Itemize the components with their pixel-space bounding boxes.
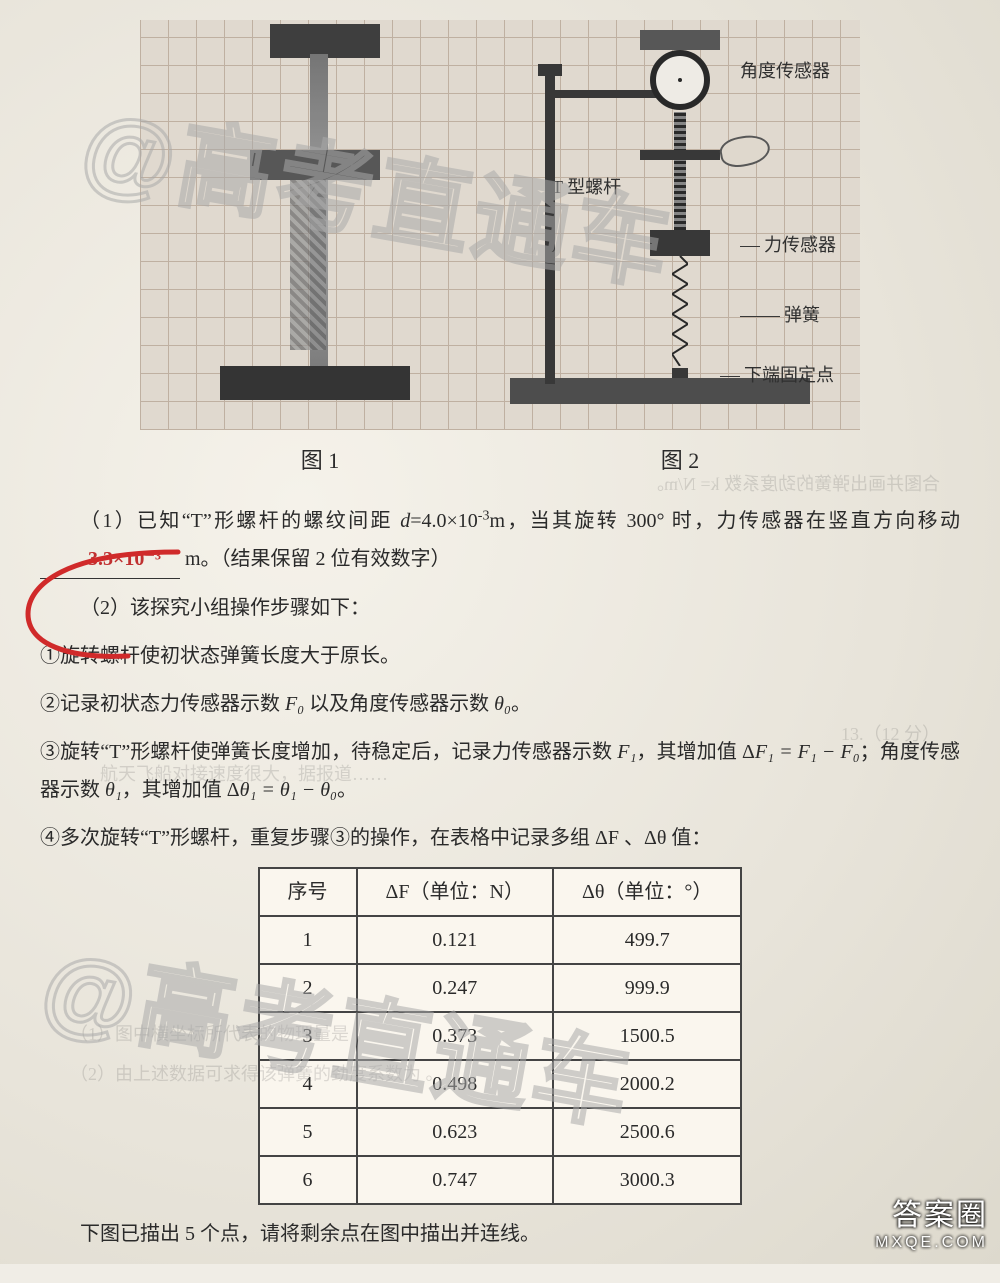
q1-prefix: （1）已知“T”形螺杆的螺纹间距 xyxy=(80,510,400,532)
step3-b: ，其增加值 Δ xyxy=(636,741,754,763)
callout-spring: 弹簧 xyxy=(740,298,820,332)
clamp-mid xyxy=(250,150,380,180)
callout-t-screw: T 型螺杆 xyxy=(552,170,621,204)
q1-d-exp: -3 xyxy=(478,508,490,523)
stand-rod-2 xyxy=(545,64,555,384)
callout-force-sensor: 力传感器 xyxy=(740,228,836,262)
figure-2-schematic: 角度传感器 T 型螺杆 力传感器 弹簧 下端固定点 xyxy=(490,30,830,410)
q1-d-tail: m，当其旋转 300° 时，力传感器在竖直方向移动 xyxy=(489,510,960,532)
step3-eqT: θ₁ = θ₁ − θ₀ xyxy=(240,779,337,801)
step2-c: 。 xyxy=(511,693,531,715)
callout-anchor: 下端固定点 xyxy=(720,358,834,392)
step3-F1: F₁ xyxy=(617,741,636,763)
base-plate xyxy=(220,366,410,400)
step2-a: ②记录初状态力传感器示数 xyxy=(40,693,285,715)
table-row: 40.4982000.2 xyxy=(259,1060,742,1108)
table-row: 20.247999.9 xyxy=(259,964,742,1012)
col-dTheta: Δθ（单位：°） xyxy=(553,868,741,916)
angle-sensor-icon xyxy=(650,50,710,110)
weight-hanger xyxy=(290,180,326,350)
question-1: （1）已知“T”形螺杆的螺纹间距 d=4.0×10-3m，当其旋转 300° 时… xyxy=(40,502,960,579)
step2-th0: θ₀ xyxy=(494,693,511,715)
page-content: 角度传感器 T 型螺杆 力传感器 弹簧 下端固定点 图 1 图 2 （1）已知“… xyxy=(0,0,1000,1283)
footer-instruction: 下图已描出 5 个点，请将剩余点在图中描出并连线。 xyxy=(40,1215,960,1253)
table-header-row: 序号 ΔF（单位：N） Δθ（单位：°） xyxy=(259,868,742,916)
step-3: ③旋转“T”形螺杆使弹簧长度增加，待稳定后，记录力传感器示数 F₁，其增加值 Δ… xyxy=(40,733,960,809)
brand-url: MXQE.COM xyxy=(875,1234,988,1252)
step2-F0: F₀ xyxy=(285,693,304,715)
spring-icon xyxy=(672,256,688,366)
q1-answer-blank[interactable]: 3.3×10⁻³ xyxy=(40,540,180,579)
step-2: ②记录初状态力传感器示数 F₀ 以及角度传感器示数 θ₀。 xyxy=(40,685,960,723)
figure-1-photo xyxy=(180,20,420,410)
step3-eqF: F₁ = F₁ − F₀ xyxy=(755,741,860,763)
step-1: ①旋转螺杆使初状态弹簧长度大于原长。 xyxy=(40,637,960,675)
table-row: 50.6232500.6 xyxy=(259,1108,742,1156)
force-sensor-block xyxy=(650,230,710,256)
table-row: 60.7473000.3 xyxy=(259,1156,742,1204)
spring-anchor xyxy=(672,368,688,378)
apparatus-diagram: 角度传感器 T 型螺杆 力传感器 弹簧 下端固定点 xyxy=(140,20,860,430)
step3-a: ③旋转“T”形螺杆使弹簧长度增加，待稳定后，记录力传感器示数 xyxy=(40,741,617,763)
q1-d-value: =4.0×10 xyxy=(410,510,478,532)
table-row: 30.3731500.5 xyxy=(259,1012,742,1060)
brand-name: 答案圈 xyxy=(875,1190,988,1234)
step3-th1: θ₁ xyxy=(105,779,122,801)
table-body: 10.121499.7 20.247999.9 30.3731500.5 40.… xyxy=(259,916,742,1204)
q1-unit-tail: m。（结果保留 2 位有效数字） xyxy=(185,548,451,570)
col-dF: ΔF（单位：N） xyxy=(357,868,553,916)
data-table: 序号 ΔF（单位：N） Δθ（单位：°） 10.121499.7 20.2479… xyxy=(258,867,743,1205)
hand-icon xyxy=(718,132,772,170)
q1-d-symbol: d xyxy=(400,510,410,532)
source-brand: 答案圈 MXQE.COM xyxy=(875,1190,988,1252)
figure-caption-row: 图 1 图 2 xyxy=(140,440,860,482)
table-row: 10.121499.7 xyxy=(259,916,742,964)
question-2-lead: （2）该探究小组操作步骤如下： xyxy=(40,589,960,627)
spring-path xyxy=(672,256,688,366)
step3-d: ，其增加值 Δ xyxy=(122,779,240,801)
step2-b: 以及角度传感器示数 xyxy=(304,693,494,715)
figure-2-caption: 图 2 xyxy=(661,440,700,482)
figure-1-caption: 图 1 xyxy=(301,440,340,482)
angle-sensor-bracket xyxy=(640,30,720,50)
t-screw-shaft xyxy=(674,112,686,242)
t-screw-bar xyxy=(640,150,720,160)
col-index: 序号 xyxy=(259,868,357,916)
step3-e: 。 xyxy=(337,779,357,801)
clamp-top xyxy=(270,24,380,58)
callout-angle-sensor: 角度传感器 xyxy=(740,54,830,88)
step-4: ④多次旋转“T”形螺杆，重复步骤③的操作，在表格中记录多组 ΔF 、Δθ 值： xyxy=(40,819,960,857)
stand-top xyxy=(538,64,562,76)
